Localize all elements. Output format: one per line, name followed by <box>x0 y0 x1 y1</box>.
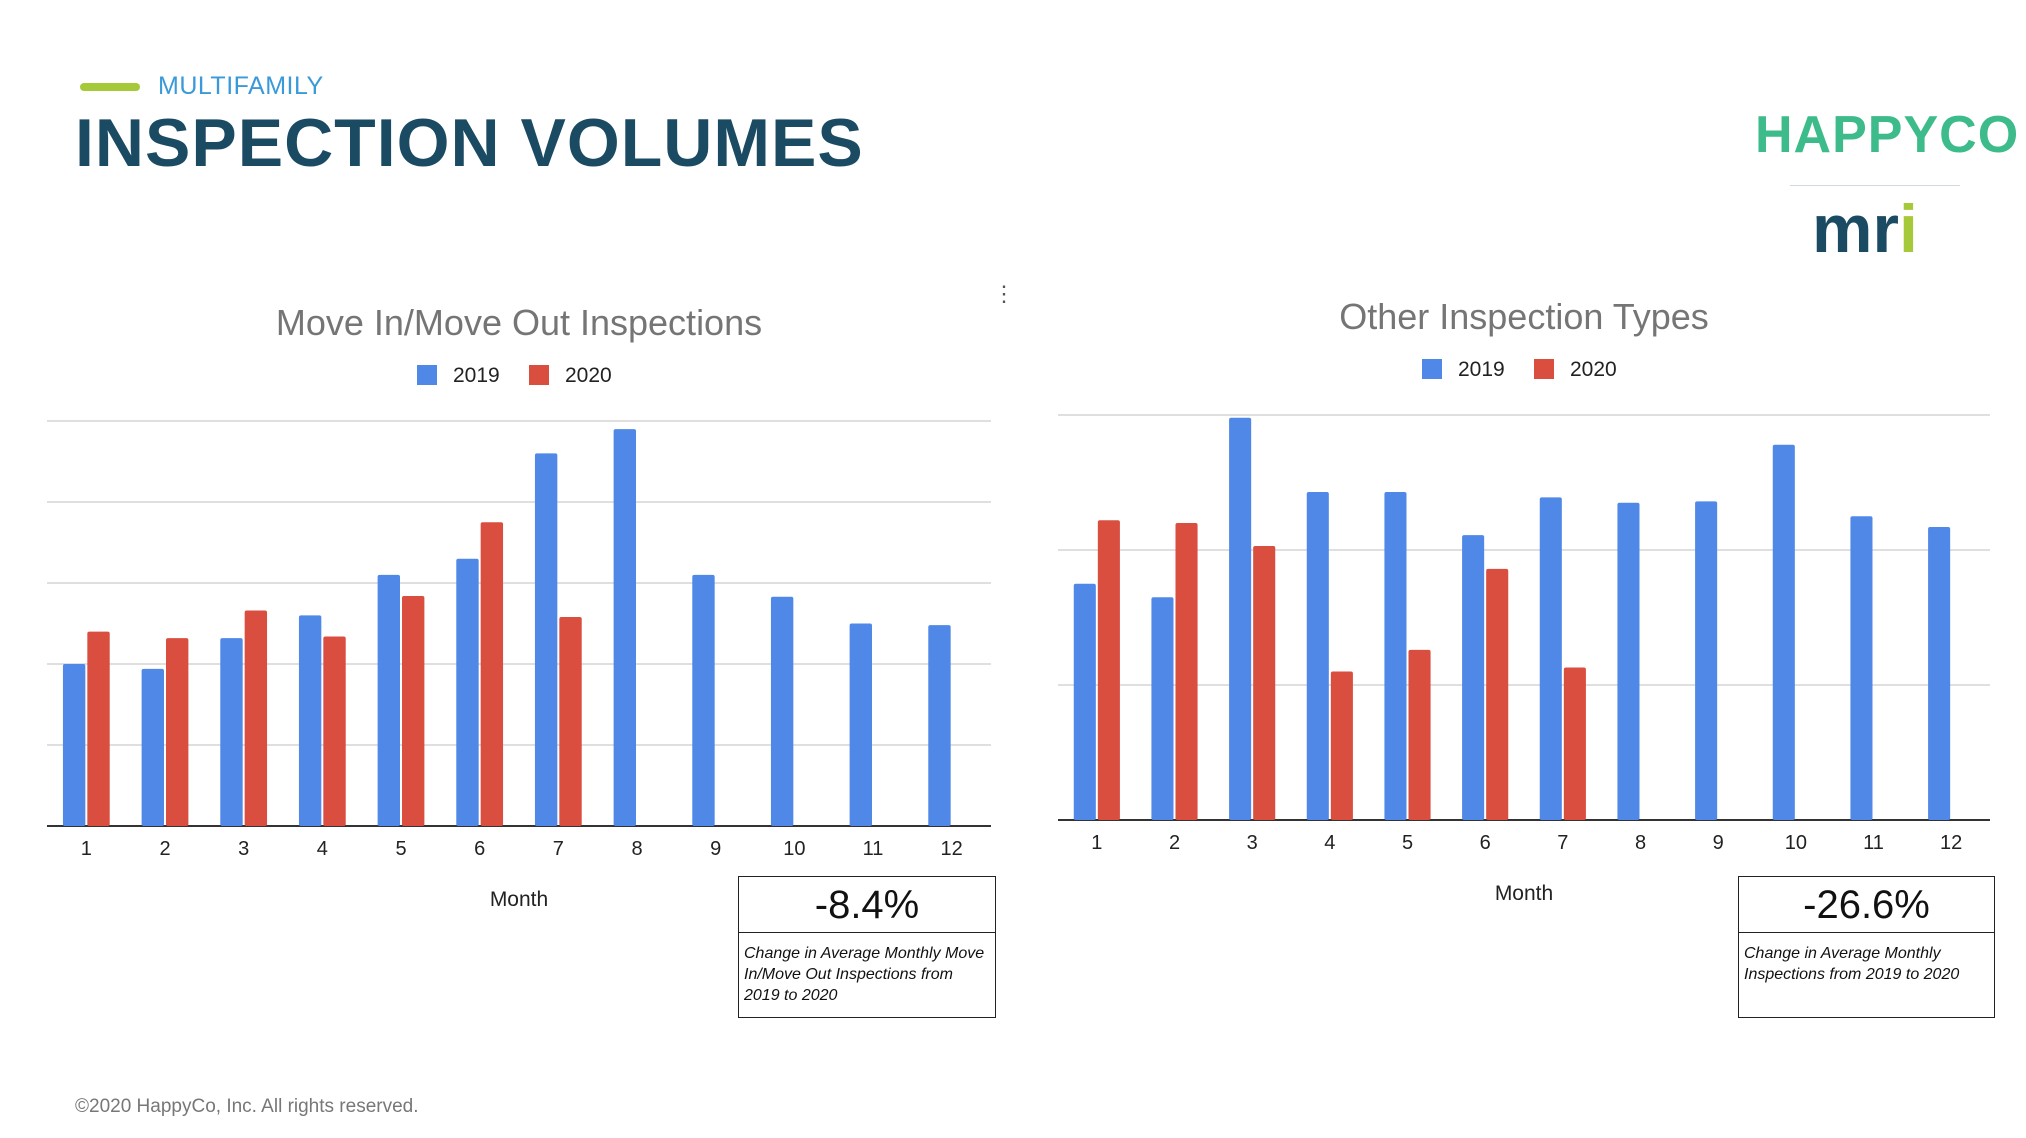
legend-swatch-2019 <box>1422 359 1442 379</box>
x-tick-label: 9 <box>1713 832 1724 854</box>
bar-2019-month-1 <box>62 664 86 826</box>
bar-2019-month-6 <box>1462 535 1485 820</box>
stat-caption: Change in Average Monthly Inspections fr… <box>1744 945 1960 983</box>
stat-box-move-in-out: -8.4% Change in Average Monthly Move In/… <box>738 876 996 1018</box>
bar-2020-month-6 <box>1486 568 1509 820</box>
x-tick-label: 9 <box>710 838 721 860</box>
x-axis-label: Month <box>490 888 548 911</box>
legend-label: 2020 <box>1570 358 1617 381</box>
mri-logo-i: i <box>1898 191 1918 267</box>
legend-label: 2020 <box>565 364 612 387</box>
x-tick-label: 8 <box>1635 832 1646 854</box>
x-tick-label: 10 <box>1785 832 1807 854</box>
bar-2020-month-2 <box>166 638 189 826</box>
x-tick-label: 12 <box>941 838 963 860</box>
x-tick-label: 6 <box>474 838 485 860</box>
x-tick-label: 4 <box>1324 832 1335 854</box>
bar-2020-month-5 <box>1408 649 1431 820</box>
stat-value: -26.6% <box>1739 877 1994 933</box>
chart-title: Other Inspection Types <box>1339 296 1709 337</box>
bar-2019-month-10 <box>1772 444 1795 820</box>
x-tick-label: 3 <box>1247 832 1258 854</box>
bar-2019-month-9 <box>1695 501 1718 820</box>
bar-2019-month-7 <box>534 453 558 826</box>
x-tick-label: 7 <box>553 838 564 860</box>
bar-2020-month-3 <box>1253 545 1276 820</box>
x-tick-label: 2 <box>1169 832 1180 854</box>
bar-2019-month-9 <box>692 574 715 826</box>
bar-2019-month-1 <box>1073 583 1096 820</box>
x-tick-label: 11 <box>863 838 884 860</box>
x-tick-label: 8 <box>631 838 642 860</box>
x-tick-label: 3 <box>238 838 249 860</box>
bar-2019-month-8 <box>1617 502 1640 820</box>
bar-2019-month-6 <box>456 558 479 826</box>
x-tick-label: 5 <box>1402 832 1413 854</box>
x-tick-label: 7 <box>1557 832 1568 854</box>
logo-divider <box>1790 185 1960 186</box>
bar-2020-month-2 <box>1175 523 1198 820</box>
bar-2019-month-5 <box>377 574 400 826</box>
legend-label: 2019 <box>1458 358 1505 381</box>
eyebrow-label: MULTIFAMILY <box>158 72 324 100</box>
bar-2020-month-6 <box>480 522 504 826</box>
stat-value: -8.4% <box>739 877 995 933</box>
bar-2020-month-4 <box>323 636 346 826</box>
bar-2019-month-11 <box>1850 516 1873 820</box>
mri-logo: mri <box>1812 190 1918 268</box>
bar-2020-month-4 <box>1330 671 1353 820</box>
bar-2020-month-7 <box>559 617 582 826</box>
bar-2019-month-12 <box>1928 527 1951 820</box>
x-axis-label: Month <box>1495 882 1553 905</box>
x-tick-label: 1 <box>81 838 92 860</box>
bar-2019-month-7 <box>1539 497 1562 820</box>
x-tick-label: 2 <box>159 838 170 860</box>
bar-2019-month-12 <box>928 625 951 826</box>
bar-2019-month-2 <box>1151 597 1174 820</box>
accent-bar <box>80 83 140 91</box>
happyco-logo: HAPPYCO <box>1755 106 2020 164</box>
x-tick-label: 12 <box>1940 832 1962 854</box>
bar-2019-month-4 <box>1306 491 1329 820</box>
page-title: INSPECTION VOLUMES <box>75 105 864 181</box>
x-tick-label: 1 <box>1091 832 1102 854</box>
bar-2019-month-11 <box>849 623 872 826</box>
legend-swatch-2019 <box>417 365 437 385</box>
legend-label: 2019 <box>453 364 500 387</box>
chart-title: Move In/Move Out Inspections <box>276 302 762 343</box>
bar-2020-month-1 <box>1097 520 1120 820</box>
bar-2019-month-3 <box>220 638 243 826</box>
x-tick-label: 5 <box>395 838 406 860</box>
bar-2019-month-4 <box>298 615 322 826</box>
x-tick-label: 6 <box>1480 832 1491 854</box>
bar-2020-month-1 <box>87 631 110 826</box>
stat-caption: Change in Average Monthly Move In/Move O… <box>744 945 985 1004</box>
bar-2020-month-3 <box>244 610 268 826</box>
x-tick-label: 10 <box>783 838 805 860</box>
copyright-footer: ©2020 HappyCo, Inc. All rights reserved. <box>75 1096 419 1117</box>
bar-2019-month-3 <box>1229 417 1252 820</box>
stat-box-other-types: -26.6% Change in Average Monthly Inspect… <box>1738 876 1995 1018</box>
x-tick-label: 11 <box>1863 832 1884 854</box>
bar-2020-month-5 <box>402 595 425 826</box>
legend-swatch-2020 <box>1534 359 1554 379</box>
bar-2019-month-2 <box>141 668 164 826</box>
mri-logo-text: mr <box>1812 191 1899 267</box>
legend-swatch-2020 <box>529 365 549 385</box>
x-tick-label: 4 <box>317 838 328 860</box>
bar-2019-month-8 <box>613 429 636 826</box>
bar-2019-month-10 <box>770 596 794 826</box>
bar-2019-month-5 <box>1384 491 1407 820</box>
bar-2020-month-7 <box>1563 667 1586 820</box>
